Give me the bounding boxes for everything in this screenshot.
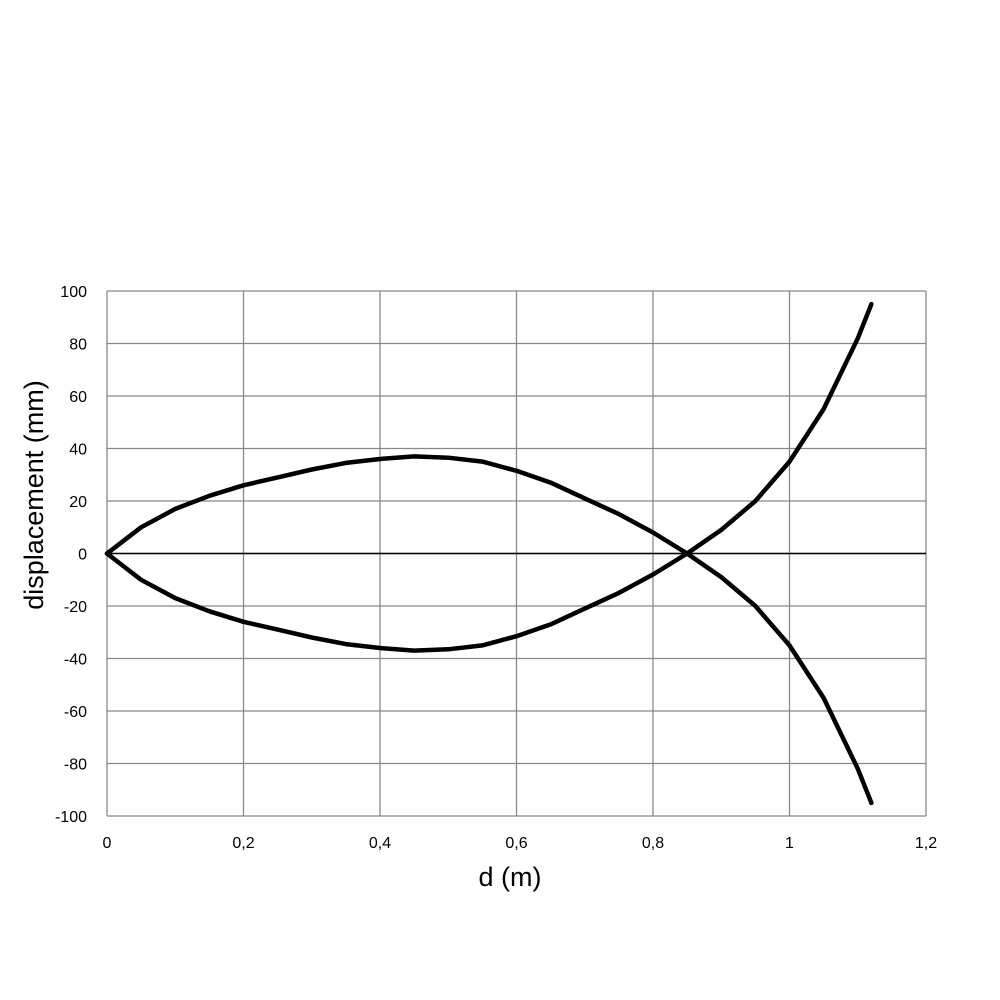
x-tick-label: 0 — [103, 835, 112, 852]
data-line — [104, 454, 874, 806]
y-tick-label: -60 — [64, 704, 87, 721]
x-tick-label: 0,8 — [642, 835, 664, 852]
x-axis-title: d (m) — [479, 862, 542, 892]
x-tick-label: 1 — [785, 835, 794, 852]
y-tick-label: 80 — [69, 337, 87, 354]
y-tick-label: 100 — [60, 284, 87, 301]
y-tick-label: -40 — [64, 652, 87, 669]
y-tick-label: 20 — [69, 494, 87, 511]
y-axis-title: displacement (mm) — [19, 380, 49, 610]
x-tick-label: 1,2 — [915, 835, 937, 852]
y-tick-label: 40 — [69, 442, 87, 459]
x-tick-label: 0,4 — [369, 835, 391, 852]
y-tick-label: -80 — [64, 757, 87, 774]
x-tick-label: 0,6 — [505, 835, 527, 852]
y-tick-label: 0 — [78, 547, 87, 564]
data-line — [104, 301, 874, 653]
y-tick-label: -100 — [55, 809, 87, 826]
y-tick-label: -20 — [64, 599, 87, 616]
x-tick-label: 0,2 — [232, 835, 254, 852]
y-tick-label: 60 — [69, 389, 87, 406]
